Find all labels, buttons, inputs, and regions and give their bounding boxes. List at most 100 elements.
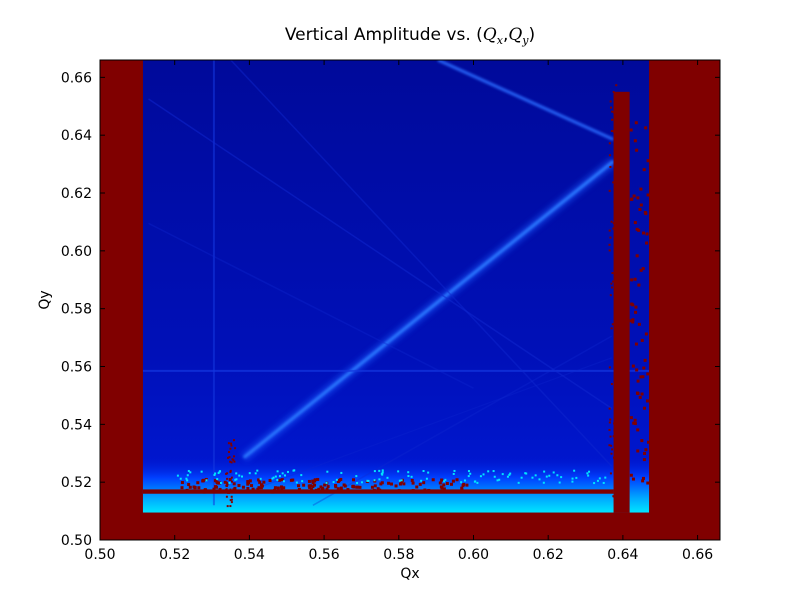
speckle [268, 479, 272, 483]
speckle [573, 469, 576, 472]
speckle [278, 478, 282, 482]
speckle [251, 487, 255, 491]
unstable-vertical-band [613, 91, 630, 513]
speckle [311, 479, 315, 483]
speckle [586, 472, 589, 475]
speckle [608, 444, 611, 447]
speckle [613, 349, 616, 352]
speckle [506, 475, 509, 478]
speckle [326, 485, 330, 489]
speckle [609, 435, 612, 438]
speckle [241, 485, 245, 489]
speckle [614, 273, 617, 276]
speckle [325, 487, 329, 491]
faint-diagonal-4 [312, 335, 613, 506]
x-tick-label: 0.58 [383, 547, 414, 563]
speckle [608, 243, 611, 246]
speckle [642, 406, 646, 410]
speckle [431, 478, 435, 482]
speckle [608, 407, 611, 410]
speckle [313, 478, 317, 482]
speckle [201, 479, 205, 483]
speckle [360, 481, 363, 484]
speckle [643, 358, 647, 362]
speckle [230, 476, 233, 479]
speckle [614, 467, 617, 470]
speckle [609, 236, 612, 239]
speckle [230, 442, 233, 445]
speckle [257, 478, 261, 482]
speckle [609, 472, 612, 475]
speckle [422, 481, 426, 485]
speckle [352, 478, 356, 482]
speckle [254, 472, 257, 475]
speckle [609, 418, 612, 421]
speckle [273, 486, 277, 490]
speckle [633, 422, 637, 426]
speckle [444, 478, 447, 481]
speckle [638, 395, 642, 399]
speckle [386, 476, 389, 479]
speckle [297, 484, 301, 488]
speckle [282, 480, 285, 483]
x-tick-label: 0.54 [234, 547, 265, 563]
speckle [440, 478, 444, 482]
speckle [250, 484, 254, 488]
speckle [337, 479, 341, 483]
speckle [420, 479, 423, 482]
speckle [608, 421, 611, 424]
speckle [611, 448, 614, 451]
speckle [545, 475, 548, 478]
speckle [326, 470, 329, 473]
speckle [176, 474, 179, 477]
speckle [230, 495, 233, 498]
speckle [411, 481, 415, 485]
speckle [370, 485, 374, 489]
speckle [205, 479, 208, 482]
speckle [225, 495, 228, 498]
speckle [233, 460, 236, 463]
speckle [425, 477, 428, 480]
speckle [443, 480, 446, 483]
x-tick-label: 0.56 [309, 547, 340, 563]
speckle [259, 477, 262, 480]
speckle [631, 303, 635, 307]
speckle [641, 479, 645, 483]
speckle [340, 471, 343, 474]
speckle [611, 272, 614, 275]
speckle [445, 482, 449, 486]
speckle [587, 474, 590, 477]
speckle [640, 338, 644, 342]
speckle [381, 471, 384, 474]
chart-title: Vertical Amplitude vs. (Qx,Qy) [285, 25, 535, 47]
speckle [235, 472, 238, 475]
speckle [611, 110, 614, 113]
speckle [212, 487, 216, 491]
speckle [469, 472, 472, 475]
speckle [462, 482, 466, 486]
speckle [373, 484, 377, 488]
speckle [342, 483, 346, 487]
speckle [226, 505, 229, 508]
speckle [552, 471, 555, 474]
speckle [180, 481, 184, 485]
speckle [228, 481, 231, 484]
speckle [639, 187, 643, 191]
speckle [283, 474, 286, 477]
speckle [633, 277, 637, 281]
speckle [610, 282, 613, 285]
speckle [233, 455, 236, 458]
speckle [612, 91, 615, 94]
speckle [646, 481, 650, 485]
speckle [608, 154, 611, 157]
speckle [197, 486, 201, 490]
speckle [509, 472, 512, 475]
speckle [276, 470, 279, 473]
speckle [397, 470, 400, 473]
speckle [608, 142, 611, 145]
speckle [641, 476, 645, 480]
speckle [571, 480, 574, 483]
speckle [301, 480, 304, 483]
speckle [613, 429, 616, 432]
speckle [644, 126, 648, 130]
